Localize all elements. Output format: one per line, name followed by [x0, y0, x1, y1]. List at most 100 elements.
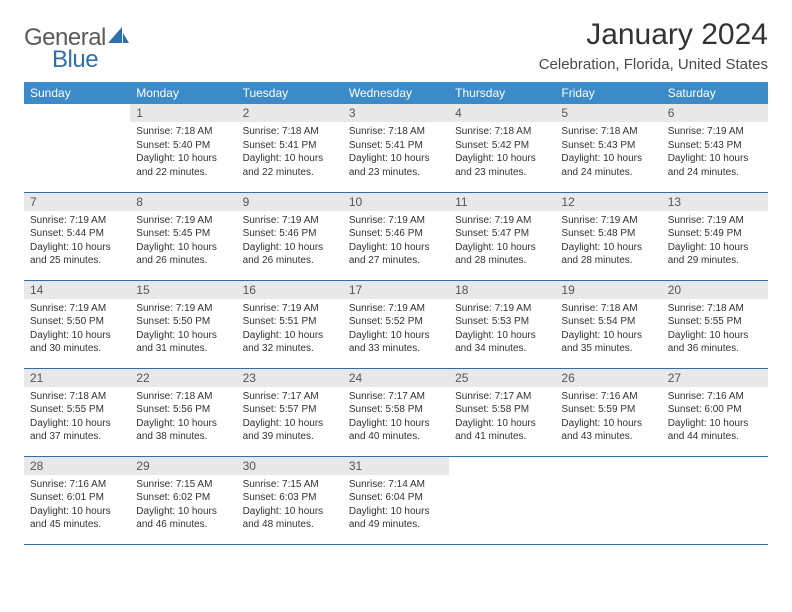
weekday-header: Sunday [24, 82, 130, 104]
day-number: 14 [24, 281, 130, 299]
day-number: 24 [343, 369, 449, 387]
weekday-header: Friday [555, 82, 661, 104]
day-number: 30 [237, 457, 343, 475]
calendar-day-cell: 16Sunrise: 7:19 AMSunset: 5:51 PMDayligh… [237, 280, 343, 368]
day-details: Sunrise: 7:19 AMSunset: 5:46 PMDaylight:… [343, 211, 449, 270]
header: General Blue January 2024 Celebration, F… [24, 18, 768, 74]
weekday-header: Thursday [449, 82, 555, 104]
day-number: 18 [449, 281, 555, 299]
day-number: 5 [555, 104, 661, 122]
calendar-day-cell: 10Sunrise: 7:19 AMSunset: 5:46 PMDayligh… [343, 192, 449, 280]
day-details: Sunrise: 7:18 AMSunset: 5:41 PMDaylight:… [343, 122, 449, 181]
calendar-day-cell: 28Sunrise: 7:16 AMSunset: 6:01 PMDayligh… [24, 456, 130, 544]
calendar-day-cell: 13Sunrise: 7:19 AMSunset: 5:49 PMDayligh… [662, 192, 768, 280]
calendar-day-cell: 26Sunrise: 7:16 AMSunset: 5:59 PMDayligh… [555, 368, 661, 456]
calendar-week-row: 28Sunrise: 7:16 AMSunset: 6:01 PMDayligh… [24, 456, 768, 544]
day-number: 22 [130, 369, 236, 387]
day-details: Sunrise: 7:19 AMSunset: 5:49 PMDaylight:… [662, 211, 768, 270]
day-details: Sunrise: 7:18 AMSunset: 5:55 PMDaylight:… [662, 299, 768, 358]
calendar-day-cell: 22Sunrise: 7:18 AMSunset: 5:56 PMDayligh… [130, 368, 236, 456]
weekday-header: Monday [130, 82, 236, 104]
day-details: Sunrise: 7:18 AMSunset: 5:43 PMDaylight:… [555, 122, 661, 181]
day-details: Sunrise: 7:19 AMSunset: 5:46 PMDaylight:… [237, 211, 343, 270]
calendar-week-row: .1Sunrise: 7:18 AMSunset: 5:40 PMDayligh… [24, 104, 768, 192]
calendar-day-cell: 8Sunrise: 7:19 AMSunset: 5:45 PMDaylight… [130, 192, 236, 280]
day-number: 26 [555, 369, 661, 387]
day-details: Sunrise: 7:18 AMSunset: 5:56 PMDaylight:… [130, 387, 236, 446]
day-details: Sunrise: 7:19 AMSunset: 5:44 PMDaylight:… [24, 211, 130, 270]
calendar-day-cell: 5Sunrise: 7:18 AMSunset: 5:43 PMDaylight… [555, 104, 661, 192]
weekday-header: Saturday [662, 82, 768, 104]
calendar-body: .1Sunrise: 7:18 AMSunset: 5:40 PMDayligh… [24, 104, 768, 544]
calendar-day-cell: 23Sunrise: 7:17 AMSunset: 5:57 PMDayligh… [237, 368, 343, 456]
day-number: 23 [237, 369, 343, 387]
day-number: 15 [130, 281, 236, 299]
day-number: 8 [130, 193, 236, 211]
calendar-day-cell: 3Sunrise: 7:18 AMSunset: 5:41 PMDaylight… [343, 104, 449, 192]
calendar-day-cell: 12Sunrise: 7:19 AMSunset: 5:48 PMDayligh… [555, 192, 661, 280]
title-block: January 2024 Celebration, Florida, Unite… [539, 18, 768, 73]
calendar-day-cell: . [555, 456, 661, 544]
calendar-day-cell: 11Sunrise: 7:19 AMSunset: 5:47 PMDayligh… [449, 192, 555, 280]
calendar-day-cell: . [24, 104, 130, 192]
day-details: Sunrise: 7:15 AMSunset: 6:02 PMDaylight:… [130, 475, 236, 534]
day-number: 3 [343, 104, 449, 122]
calendar-day-cell: 6Sunrise: 7:19 AMSunset: 5:43 PMDaylight… [662, 104, 768, 192]
logo-text-blue: Blue [52, 46, 130, 74]
day-details: Sunrise: 7:17 AMSunset: 5:58 PMDaylight:… [343, 387, 449, 446]
day-number: 2 [237, 104, 343, 122]
day-number: 6 [662, 104, 768, 122]
day-number: 11 [449, 193, 555, 211]
day-number: 17 [343, 281, 449, 299]
day-number: 12 [555, 193, 661, 211]
day-details: Sunrise: 7:18 AMSunset: 5:54 PMDaylight:… [555, 299, 661, 358]
day-number: 20 [662, 281, 768, 299]
calendar-day-cell: 30Sunrise: 7:15 AMSunset: 6:03 PMDayligh… [237, 456, 343, 544]
weekday-header-row: SundayMondayTuesdayWednesdayThursdayFrid… [24, 82, 768, 104]
calendar-day-cell: 21Sunrise: 7:18 AMSunset: 5:55 PMDayligh… [24, 368, 130, 456]
day-details: Sunrise: 7:19 AMSunset: 5:47 PMDaylight:… [449, 211, 555, 270]
day-number: 9 [237, 193, 343, 211]
location: Celebration, Florida, United States [539, 56, 768, 73]
calendar-day-cell: . [662, 456, 768, 544]
day-details: Sunrise: 7:19 AMSunset: 5:50 PMDaylight:… [130, 299, 236, 358]
day-details: Sunrise: 7:15 AMSunset: 6:03 PMDaylight:… [237, 475, 343, 534]
day-details: Sunrise: 7:18 AMSunset: 5:55 PMDaylight:… [24, 387, 130, 446]
day-number: 1 [130, 104, 236, 122]
weekday-header: Wednesday [343, 82, 449, 104]
day-details: Sunrise: 7:14 AMSunset: 6:04 PMDaylight:… [343, 475, 449, 534]
day-number: 16 [237, 281, 343, 299]
day-details: Sunrise: 7:19 AMSunset: 5:43 PMDaylight:… [662, 122, 768, 181]
calendar-day-cell: 14Sunrise: 7:19 AMSunset: 5:50 PMDayligh… [24, 280, 130, 368]
calendar-day-cell: 1Sunrise: 7:18 AMSunset: 5:40 PMDaylight… [130, 104, 236, 192]
month-title: January 2024 [539, 18, 768, 52]
day-number: 7 [24, 193, 130, 211]
calendar-day-cell: 15Sunrise: 7:19 AMSunset: 5:50 PMDayligh… [130, 280, 236, 368]
calendar-day-cell: 25Sunrise: 7:17 AMSunset: 5:58 PMDayligh… [449, 368, 555, 456]
day-number: 13 [662, 193, 768, 211]
calendar-day-cell: 2Sunrise: 7:18 AMSunset: 5:41 PMDaylight… [237, 104, 343, 192]
calendar-day-cell: 7Sunrise: 7:19 AMSunset: 5:44 PMDaylight… [24, 192, 130, 280]
day-details: Sunrise: 7:19 AMSunset: 5:52 PMDaylight:… [343, 299, 449, 358]
day-details: Sunrise: 7:18 AMSunset: 5:40 PMDaylight:… [130, 122, 236, 181]
day-number: 29 [130, 457, 236, 475]
calendar-day-cell: 19Sunrise: 7:18 AMSunset: 5:54 PMDayligh… [555, 280, 661, 368]
day-number: 19 [555, 281, 661, 299]
calendar-day-cell: . [449, 456, 555, 544]
calendar-day-cell: 27Sunrise: 7:16 AMSunset: 6:00 PMDayligh… [662, 368, 768, 456]
calendar-day-cell: 4Sunrise: 7:18 AMSunset: 5:42 PMDaylight… [449, 104, 555, 192]
day-details: Sunrise: 7:16 AMSunset: 6:01 PMDaylight:… [24, 475, 130, 534]
day-details: Sunrise: 7:19 AMSunset: 5:45 PMDaylight:… [130, 211, 236, 270]
day-number: 25 [449, 369, 555, 387]
day-details: Sunrise: 7:18 AMSunset: 5:42 PMDaylight:… [449, 122, 555, 181]
day-details: Sunrise: 7:17 AMSunset: 5:57 PMDaylight:… [237, 387, 343, 446]
day-number: 28 [24, 457, 130, 475]
calendar-day-cell: 24Sunrise: 7:17 AMSunset: 5:58 PMDayligh… [343, 368, 449, 456]
day-details: Sunrise: 7:19 AMSunset: 5:51 PMDaylight:… [237, 299, 343, 358]
day-details: Sunrise: 7:17 AMSunset: 5:58 PMDaylight:… [449, 387, 555, 446]
day-number: 10 [343, 193, 449, 211]
day-number: 4 [449, 104, 555, 122]
day-number: 27 [662, 369, 768, 387]
day-details: Sunrise: 7:19 AMSunset: 5:53 PMDaylight:… [449, 299, 555, 358]
calendar-day-cell: 31Sunrise: 7:14 AMSunset: 6:04 PMDayligh… [343, 456, 449, 544]
